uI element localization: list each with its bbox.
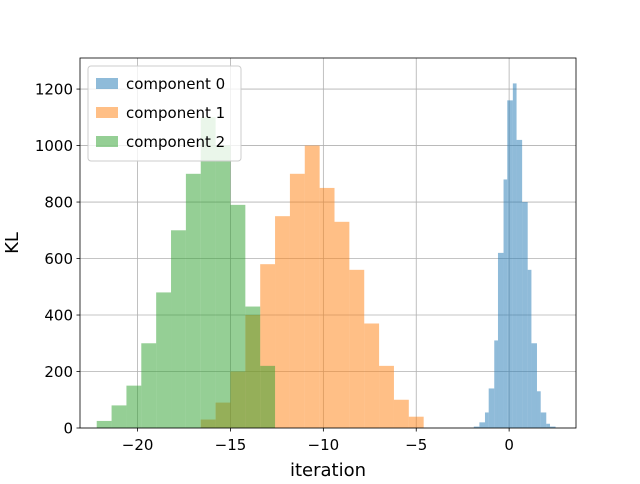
histogram-bar-series-2 [111,405,127,428]
histogram-bar-series-0 [527,269,532,428]
x-tick-label: −10 [308,436,340,454]
histogram-bar-series-2 [96,420,112,428]
legend-swatch [96,107,118,118]
histogram-bar-series-0 [516,139,523,429]
histogram-bar-series-2 [200,117,216,428]
histogram-bar-series-2 [215,145,231,428]
histogram-bar-series-0 [522,202,528,428]
histogram-bar-series-1 [275,216,290,428]
histogram-bar-series-2 [156,292,172,428]
axis-ticks: −20 −15 −10 −5 0 0 200 400 600 800 1000 1200 [35,81,514,454]
histogram-bar-series-0 [503,179,508,428]
histogram-bar-series-0 [494,340,498,428]
x-tick-label: −15 [215,436,247,454]
histogram-bar-series-0 [546,423,550,428]
histogram-bar-series-1 [304,145,320,428]
histogram-bar-series-0 [531,343,537,428]
histogram-bar-series-0 [484,412,489,428]
histogram-bar-series-0 [473,426,480,428]
legend-label: component 1 [126,104,225,122]
histogram-bar-series-2 [141,343,157,428]
y-tick-label: 600 [44,250,73,268]
histogram-bar-series-2 [126,385,142,428]
histogram-bar-series-2 [230,204,246,428]
histogram-bar-series-1 [319,187,335,428]
histogram-bar-series-0 [507,100,513,429]
x-tick-label: −5 [405,436,427,454]
histogram-bar-series-1 [379,365,394,428]
plot-frame [79,57,577,429]
histogram-bar-series-0 [488,388,495,428]
histogram-bar-series-1 [289,173,305,428]
x-tick-label: 0 [504,436,514,454]
histogram-bar-series-0 [540,412,547,428]
y-tick-label: 1200 [35,81,73,99]
y-axis-label: KL [2,232,23,254]
histogram-bar-series-0 [479,422,485,428]
histogram-bar-series-1 [364,323,380,428]
x-tick-label: −20 [122,436,154,454]
histogram-bar-series-0 [512,83,517,428]
y-tick-label: 0 [63,420,73,438]
histogram-bar-series-1 [349,269,365,428]
legend-swatch [96,78,118,89]
histogram-bar-series-2 [245,306,261,428]
histogram-bar-series-1 [334,221,350,428]
y-tick-label: 800 [44,194,73,212]
legend-swatch [96,136,118,147]
y-tick-label: 200 [44,363,73,381]
histogram-bar-series-2 [185,173,201,428]
histogram-bar-series-2 [171,230,186,428]
y-tick-label: 400 [44,307,73,325]
x-axis-label: iteration [290,460,366,480]
histogram-bar-series-0 [549,426,556,428]
histogram-bar-series-0 [536,391,541,428]
histogram-bar-series-0 [497,252,504,428]
histogram-bars [96,83,556,429]
histogram-bar-series-2 [260,365,276,428]
legend-label: component 0 [126,75,225,93]
y-tick-label: 1000 [35,137,73,155]
histogram-bar-series-1 [408,416,424,428]
legend-box [87,65,242,162]
histogram-bar-series-1 [393,399,409,428]
legend-label: component 2 [126,133,225,151]
legend: component 0 component 1 component 2 [87,65,242,162]
